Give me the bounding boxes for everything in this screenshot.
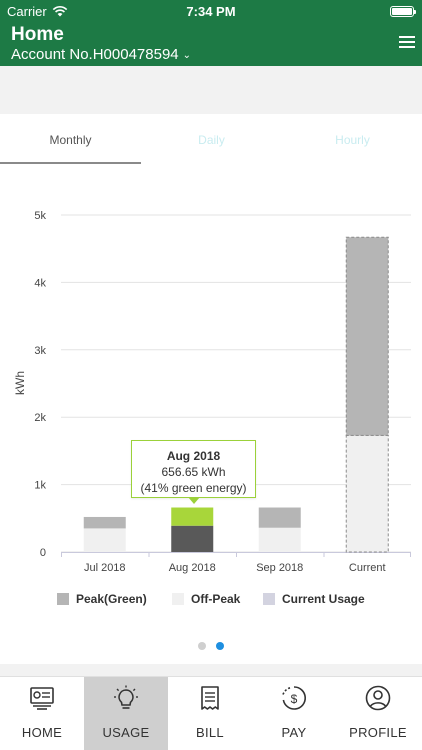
page-title: Home xyxy=(11,24,64,45)
y-tick-label: 5k xyxy=(34,210,46,222)
status-bar: Carrier 7:34 PM xyxy=(0,3,422,21)
tooltip-title: Aug 2018 xyxy=(166,449,221,463)
tooltip-value: 656.65 kWh xyxy=(161,465,226,479)
wifi-icon xyxy=(52,6,68,17)
bar-offpeak xyxy=(83,528,126,552)
tabbar-profile-label: PROFILE xyxy=(349,725,407,740)
tabbar-usage[interactable]: USAGE xyxy=(84,677,168,750)
tooltip-note: (41% green energy) xyxy=(140,481,247,495)
usage-chart-svg: 0 1k 2k 3k 4k 5k kWh Jul 2018 Aug 2018 Sep 2018 Cu… xyxy=(13,210,411,574)
bar-peak xyxy=(83,516,126,529)
x-tick-label: Aug 2018 xyxy=(169,562,216,574)
account-number: Account No.H000478594 xyxy=(11,46,179,63)
bill-icon xyxy=(201,686,219,710)
x-tick-label: Sep 2018 xyxy=(256,562,303,574)
tabbar-bill[interactable]: BILL xyxy=(168,677,252,750)
svg-text:$: $ xyxy=(291,692,298,706)
lightbulb-icon xyxy=(114,685,138,709)
period-tabs: Monthly Daily Hourly xyxy=(0,114,422,164)
tabbar-home-label: HOME xyxy=(21,725,63,740)
battery-icon xyxy=(390,6,416,17)
bottom-tab-bar: HOME USAGE BILL $ PAY xyxy=(0,676,422,750)
usage-chart: 0 1k 2k 3k 4k 5k kWh Jul 2018 Aug 2018 Sep 2018 Cu… xyxy=(0,190,422,590)
bar-peak xyxy=(258,507,301,528)
legend-swatch-offpeak xyxy=(172,593,184,605)
y-tick-label: 1k xyxy=(34,480,46,492)
pager-dot-1[interactable] xyxy=(198,642,206,650)
legend-label-offpeak: Off-Peak xyxy=(191,592,241,606)
y-axis-label: kWh xyxy=(13,371,27,395)
app-header: Carrier 7:34 PM Home Account No.H0004785… xyxy=(0,0,422,66)
x-tick-label: Current xyxy=(349,562,386,574)
status-time: 7:34 PM xyxy=(186,4,236,19)
tabbar-profile[interactable]: PROFILE xyxy=(336,677,420,750)
tabbar-pay-label: PAY xyxy=(281,725,307,740)
legend-label-peak: Peak(Green) xyxy=(76,592,147,606)
y-tick-label: 2k xyxy=(34,412,46,424)
profile-icon xyxy=(365,685,391,711)
tab-hourly[interactable]: Hourly xyxy=(335,133,370,147)
legend-label-current: Current Usage xyxy=(282,592,365,606)
bar-offpeak xyxy=(345,434,389,553)
tab-daily[interactable]: Daily xyxy=(198,133,225,147)
legend-swatch-peak xyxy=(57,593,69,605)
bar-offpeak xyxy=(258,527,301,552)
y-tick-label: 3k xyxy=(34,345,46,357)
tabbar-bill-label: BILL xyxy=(196,725,224,740)
content-divider xyxy=(0,664,422,676)
bar-peak xyxy=(171,507,214,526)
header-spacer xyxy=(0,66,422,114)
chevron-down-icon: ⌄ xyxy=(182,50,192,61)
tabbar-pay[interactable]: $ PAY xyxy=(252,677,336,750)
y-tick-label: 4k xyxy=(34,277,46,289)
carrier-label: Carrier xyxy=(7,4,47,19)
bar-offpeak xyxy=(171,525,214,552)
chart-tooltip: Aug 2018 656.65 kWh (41% green energy) xyxy=(131,440,256,504)
bar-peak xyxy=(345,236,389,436)
hamburger-menu-icon[interactable] xyxy=(399,36,415,48)
chart-legend: Peak(Green) Off-Peak Current Usage xyxy=(0,591,422,607)
account-selector[interactable]: Account No.H000478594 ⌄ xyxy=(11,46,191,63)
pager-dot-2[interactable] xyxy=(216,642,224,650)
y-tick-label: 0 xyxy=(40,547,46,559)
tabbar-usage-label: USAGE xyxy=(102,725,150,740)
pay-icon: $ xyxy=(282,686,306,710)
dashboard-icon xyxy=(30,687,54,710)
x-tick-label: Jul 2018 xyxy=(84,562,126,574)
legend-swatch-current xyxy=(263,593,275,605)
tab-monthly[interactable]: Monthly xyxy=(0,114,141,164)
tabbar-home[interactable]: HOME xyxy=(0,677,84,750)
